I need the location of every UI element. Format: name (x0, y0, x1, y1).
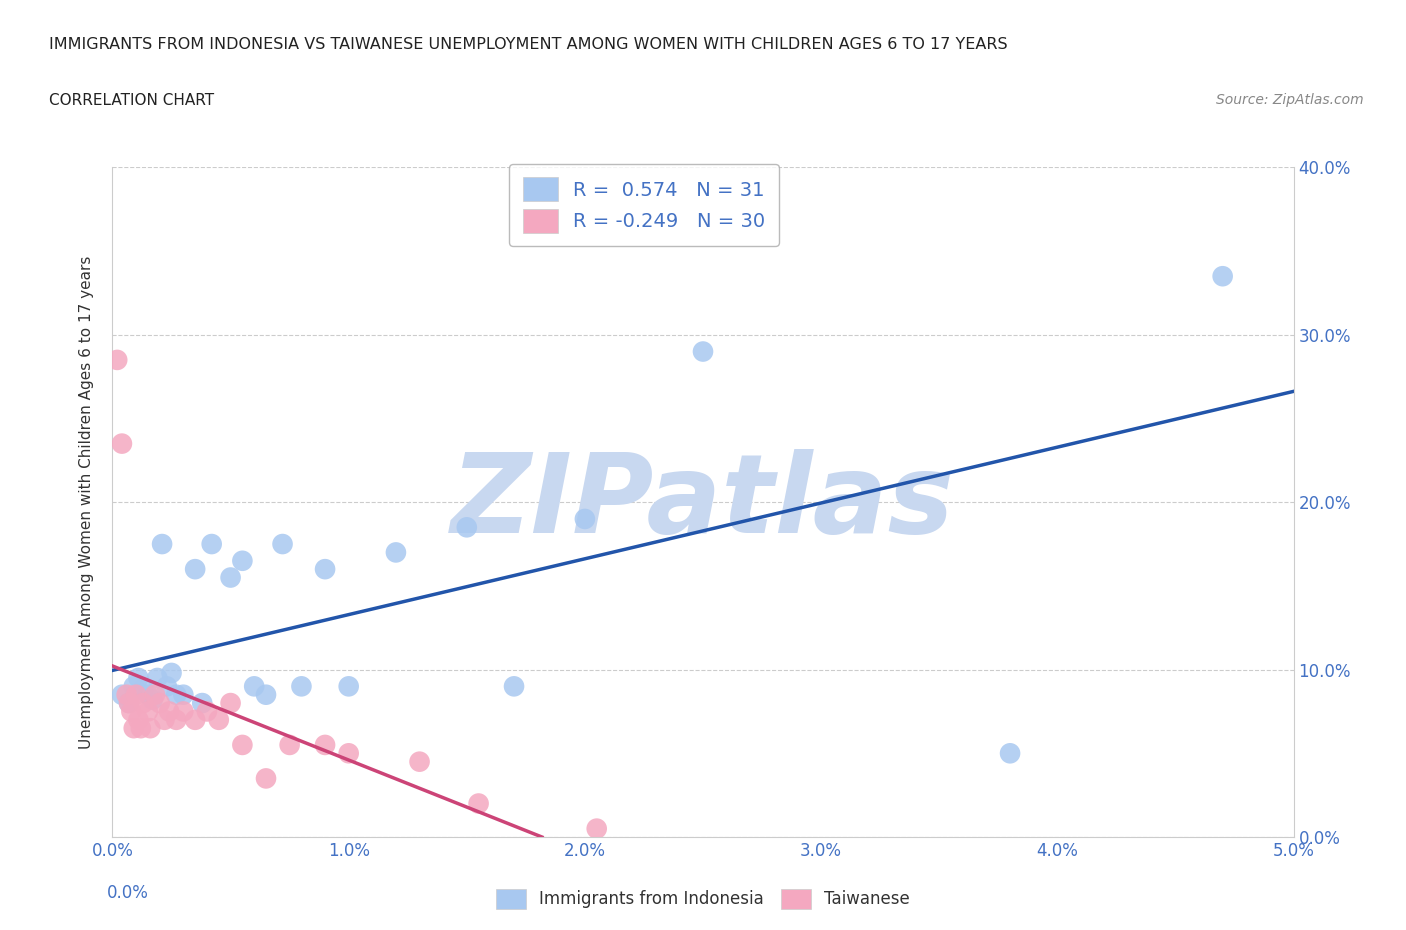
Point (165, 712, 187, 727)
Point (243, 679, 266, 694)
Point (136, 687, 159, 702)
Point (122, 679, 145, 694)
Point (231, 737, 253, 752)
Point (149, 696, 172, 711)
Point (219, 696, 242, 711)
Point (692, 344, 714, 359)
Point (146, 671, 169, 685)
Point (125, 687, 148, 702)
Point (195, 704, 218, 719)
Point (142, 692, 165, 707)
Point (467, 796, 489, 811)
Point (231, 553, 253, 568)
Y-axis label: Unemployment Among Women with Children Ages 6 to 17 years: Unemployment Among Women with Children A… (79, 256, 94, 749)
Point (503, 679, 526, 694)
Point (385, 545, 408, 560)
Point (120, 704, 142, 719)
Point (132, 696, 155, 711)
Point (337, 679, 360, 694)
Point (184, 562, 207, 577)
Point (160, 666, 183, 681)
Text: ZIPatlas: ZIPatlas (451, 448, 955, 556)
Point (111, 687, 134, 702)
Point (254, 687, 277, 702)
Point (143, 687, 166, 702)
Point (998, 746, 1021, 761)
Point (165, 687, 187, 702)
Point (129, 721, 152, 736)
Legend: Immigrants from Indonesia, Taiwanese: Immigrants from Indonesia, Taiwanese (489, 882, 917, 916)
Point (136, 704, 159, 719)
Point (127, 712, 149, 727)
Point (150, 537, 173, 551)
Point (271, 537, 294, 551)
Point (118, 696, 141, 711)
Point (115, 687, 138, 702)
Point (201, 537, 224, 551)
Point (172, 687, 194, 702)
Point (105, 352, 128, 367)
Point (118, 696, 141, 711)
Point (191, 696, 214, 711)
Point (111, 436, 134, 451)
Point (219, 570, 242, 585)
Point (127, 671, 149, 685)
Point (254, 771, 277, 786)
Text: IMMIGRANTS FROM INDONESIA VS TAIWANESE UNEMPLOYMENT AMONG WOMEN WITH CHILDREN AG: IMMIGRANTS FROM INDONESIA VS TAIWANESE U… (49, 37, 1008, 52)
Point (139, 721, 162, 736)
Point (585, 821, 607, 836)
Point (1212, 269, 1234, 284)
Point (153, 712, 176, 727)
Point (172, 704, 194, 719)
Point (122, 721, 145, 736)
Point (314, 562, 336, 577)
Text: 0.0%: 0.0% (107, 884, 149, 902)
Text: CORRELATION CHART: CORRELATION CHART (49, 93, 214, 108)
Point (208, 712, 231, 727)
Point (278, 737, 301, 752)
Text: Source: ZipAtlas.com: Source: ZipAtlas.com (1216, 93, 1364, 107)
Point (290, 679, 312, 694)
Point (337, 746, 360, 761)
Point (574, 512, 596, 526)
Point (157, 704, 180, 719)
Point (132, 683, 155, 698)
Point (456, 520, 478, 535)
Point (156, 679, 179, 694)
Point (408, 754, 430, 769)
Point (314, 737, 336, 752)
Point (184, 712, 207, 727)
